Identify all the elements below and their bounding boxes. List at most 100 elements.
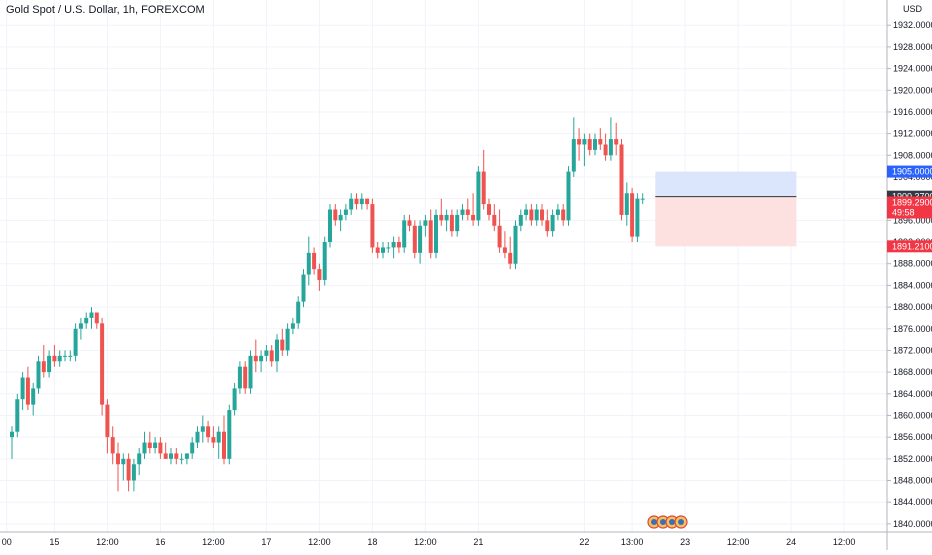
candle-body (582, 139, 587, 145)
candle (513, 220, 518, 270)
candle (100, 317, 105, 416)
candle-body (137, 453, 142, 465)
candle (545, 209, 550, 237)
candle-body (444, 214, 449, 221)
candle-body (312, 252, 317, 270)
x-tick-label: 23 (680, 537, 690, 547)
candle-body (359, 198, 364, 205)
candle-body (349, 198, 354, 210)
candle (110, 426, 115, 465)
candle-body (248, 355, 253, 389)
candle-body (222, 431, 226, 459)
candle (153, 437, 158, 454)
candle (68, 350, 73, 362)
candle (582, 133, 587, 167)
candle-body (571, 139, 576, 172)
y-tick-label: 1860.0000 (893, 410, 932, 420)
candle-body (153, 442, 158, 448)
badge-bg (887, 240, 932, 253)
y-tick-label: 1880.0000 (893, 302, 932, 312)
candle-body (31, 388, 36, 405)
candle (439, 198, 444, 226)
candle (349, 193, 354, 215)
candle (412, 220, 417, 259)
candle-body (216, 431, 221, 443)
candle-body (402, 220, 407, 248)
candle-body (200, 426, 205, 432)
candle-body (296, 301, 301, 324)
y-tick-label: 1864.0000 (893, 389, 932, 399)
candle (322, 236, 327, 286)
x-tick-label: 15 (49, 537, 59, 547)
candle-body (333, 209, 338, 221)
candle-body (163, 453, 168, 459)
candle-body (10, 431, 14, 438)
candle (259, 350, 264, 373)
candle (561, 204, 566, 226)
event-flag-center (678, 519, 684, 525)
candle-body (518, 214, 523, 226)
candle (460, 204, 465, 221)
grid-lines (0, 0, 887, 532)
candle-body (608, 139, 613, 156)
candle (571, 117, 576, 177)
candle (20, 372, 25, 411)
candle-body (550, 214, 555, 232)
candle-body (614, 139, 619, 145)
candle (78, 317, 83, 340)
candle (222, 415, 226, 465)
candle-body (497, 225, 502, 248)
candle-body (492, 214, 497, 226)
economic-events[interactable] (647, 515, 688, 529)
x-tick-label: 12:00 (96, 537, 119, 547)
candle-body (317, 269, 322, 280)
candle-body (322, 242, 327, 280)
candle-body (84, 317, 89, 324)
candle (89, 307, 94, 329)
candle (248, 350, 253, 394)
candle-body (619, 144, 624, 215)
candle (402, 214, 407, 253)
candle (142, 431, 147, 459)
y-tick-label: 1888.0000 (893, 259, 932, 269)
x-tick-label: 12:00 (727, 537, 750, 547)
candle-body (89, 312, 94, 318)
candle-body (131, 464, 136, 481)
x-tick-label: 22 (579, 537, 589, 547)
candle-body (121, 458, 126, 465)
candle-body (396, 242, 401, 248)
candle-body (25, 377, 30, 405)
candle-body (15, 399, 20, 432)
candle-body (73, 328, 78, 356)
candle-body (354, 198, 359, 205)
candle (577, 128, 582, 161)
candle (359, 193, 364, 210)
candle (375, 242, 380, 259)
candle (301, 269, 306, 308)
candle (116, 442, 120, 492)
candle-body (63, 355, 67, 357)
candle-body (68, 355, 73, 357)
event-flag-center (669, 519, 675, 525)
y-tick-label: 1840.0000 (893, 519, 932, 529)
candle-body (290, 323, 295, 329)
candle (317, 263, 322, 291)
candle (84, 312, 89, 329)
candle (343, 204, 348, 221)
candle (555, 204, 560, 221)
candle (137, 447, 142, 476)
candle (518, 209, 523, 232)
candle-body (20, 377, 25, 400)
candle-body (423, 220, 428, 226)
candle (179, 453, 184, 465)
candle-body (487, 204, 491, 215)
candle-body (275, 339, 279, 362)
candle (73, 323, 78, 362)
long-position-tool[interactable] (655, 171, 797, 247)
candle (25, 366, 30, 411)
candle (216, 426, 221, 459)
